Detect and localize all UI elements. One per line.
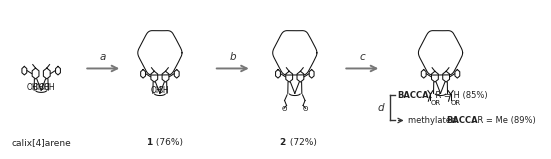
Text: methylated: methylated: [408, 116, 458, 125]
Text: BACCA: BACCA: [446, 116, 478, 125]
Text: c: c: [359, 52, 365, 62]
Text: O: O: [303, 106, 309, 112]
Text: a: a: [100, 52, 106, 62]
Text: BACCA: BACCA: [397, 91, 429, 100]
Text: OR: OR: [451, 100, 461, 106]
Text: OH: OH: [33, 83, 44, 92]
Text: OH: OH: [44, 83, 56, 92]
Text: (72%): (72%): [287, 138, 317, 147]
Text: O: O: [282, 106, 287, 112]
Text: OH: OH: [150, 86, 163, 95]
Text: OH: OH: [27, 83, 39, 92]
Text: (76%): (76%): [153, 138, 183, 147]
Text: : R = Me (89%): : R = Me (89%): [472, 116, 536, 125]
Text: b: b: [229, 52, 236, 62]
Text: 2: 2: [279, 138, 285, 147]
Text: 1: 1: [145, 138, 152, 147]
Text: OH: OH: [38, 83, 50, 92]
Text: d: d: [377, 103, 384, 113]
Text: OH: OH: [158, 86, 169, 95]
Text: : R = H (85%): : R = H (85%): [430, 91, 488, 100]
Text: OR: OR: [431, 100, 441, 106]
Text: calix[4]arene: calix[4]arene: [11, 138, 71, 147]
